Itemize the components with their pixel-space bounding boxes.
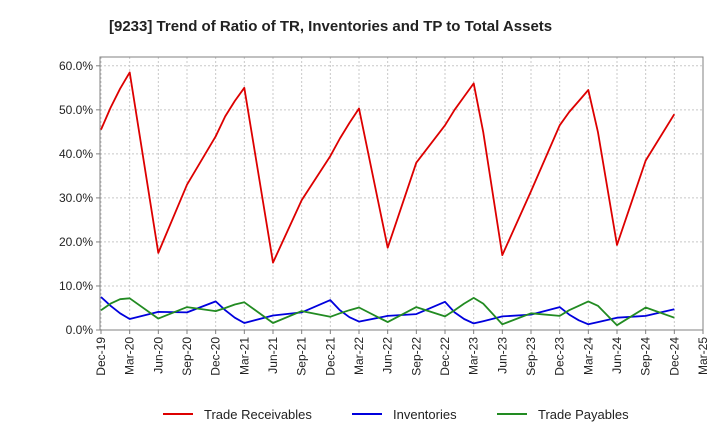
x-tick-label: Dec-24 bbox=[667, 337, 681, 376]
y-tick-label: 0.0% bbox=[66, 323, 94, 337]
y-tick-label: 10.0% bbox=[59, 279, 93, 293]
gridlines bbox=[100, 57, 704, 331]
x-tick-label: Jun-21 bbox=[266, 337, 280, 374]
series-line-trade-receivables bbox=[100, 71, 676, 264]
series-lines bbox=[100, 71, 676, 327]
x-tick-label: Sep-22 bbox=[409, 337, 423, 376]
x-tick-label: Jun-24 bbox=[610, 337, 624, 374]
x-tick-label: Dec-19 bbox=[94, 337, 108, 376]
y-tick-label: 50.0% bbox=[59, 103, 93, 117]
y-tick-label: 20.0% bbox=[59, 235, 93, 249]
chart-title: [9233] Trend of Ratio of TR, Inventories… bbox=[109, 18, 552, 35]
legend-item: Trade Receivables bbox=[163, 407, 312, 422]
x-tick-label: Mar-22 bbox=[352, 337, 366, 375]
x-tick-label: Dec-20 bbox=[209, 337, 223, 376]
x-tick-label: Sep-21 bbox=[295, 337, 309, 376]
y-tick-label: 60.0% bbox=[59, 59, 93, 73]
legend-label: Trade Payables bbox=[538, 407, 629, 422]
x-tick-label: Dec-21 bbox=[323, 337, 337, 376]
x-tick-label: Dec-23 bbox=[553, 337, 567, 376]
x-tick-label: Jun-22 bbox=[381, 337, 395, 374]
x-tick-label: Sep-24 bbox=[639, 337, 653, 376]
x-tick-label: Sep-20 bbox=[180, 337, 194, 376]
legend-label: Trade Receivables bbox=[204, 407, 312, 422]
x-tick-label: Mar-20 bbox=[123, 337, 137, 375]
x-tick-label: Mar-23 bbox=[467, 337, 481, 375]
plot-frame bbox=[99, 56, 704, 331]
x-tick-label: Dec-22 bbox=[438, 337, 452, 376]
x-tick-label: Mar-21 bbox=[237, 337, 251, 375]
x-tick-label: Sep-23 bbox=[524, 337, 538, 376]
x-axis: Dec-19 Mar-20 Jun-20 Sep-20 Dec-20 Mar-21 Jun-… bbox=[94, 330, 710, 376]
y-tick-label: 40.0% bbox=[59, 147, 93, 161]
legend-item: Inventories bbox=[352, 407, 457, 422]
legend-item: Trade Payables bbox=[497, 407, 629, 422]
x-tick-label: Jun-20 bbox=[151, 337, 165, 374]
y-tick-label: 30.0% bbox=[59, 191, 93, 205]
x-tick-label: Jun-23 bbox=[495, 337, 509, 374]
x-tick-label: Mar-24 bbox=[581, 337, 595, 375]
legend: Trade Receivables Inventories Trade Payabl… bbox=[163, 407, 629, 422]
y-axis: 0.0% 10.0% 20.0% 30.0% 40.0% 50.0% 60.0% bbox=[59, 59, 100, 337]
series-line-trade-payables bbox=[100, 296, 675, 327]
legend-label: Inventories bbox=[393, 407, 457, 422]
x-tick-label: Mar-25 bbox=[696, 337, 710, 375]
